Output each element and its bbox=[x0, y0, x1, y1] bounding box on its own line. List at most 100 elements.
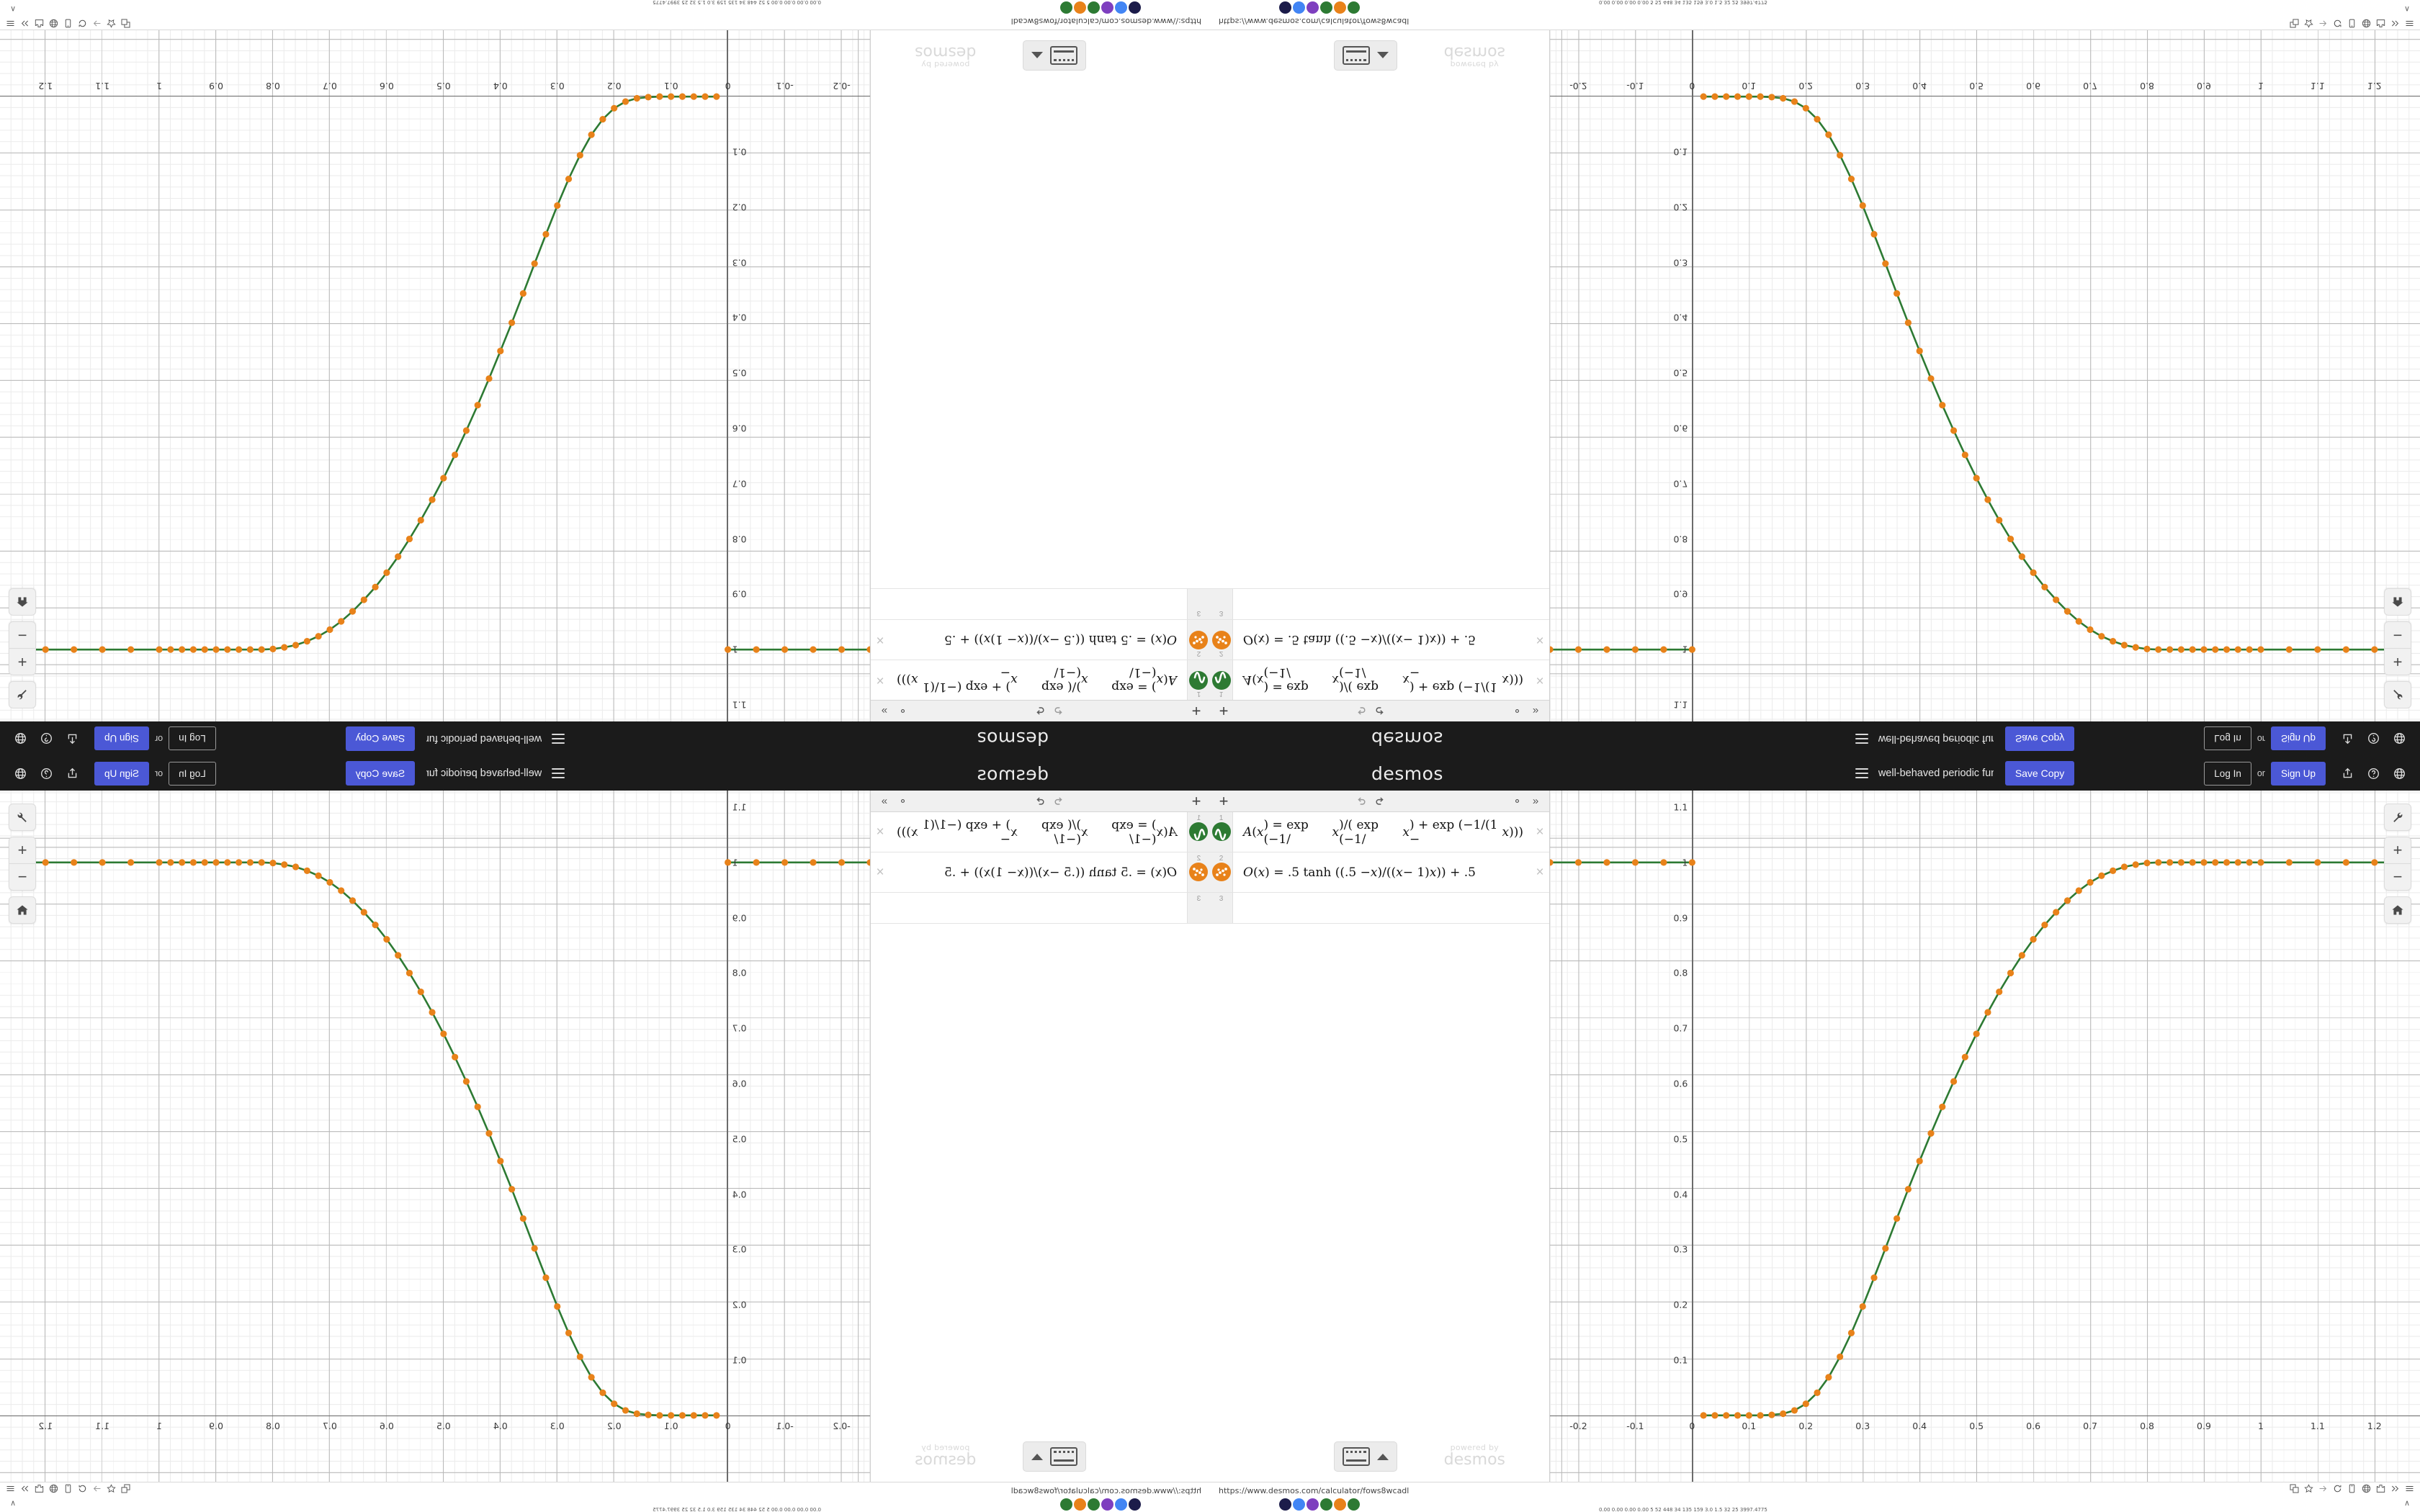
sign-up-button[interactable]: Sign Up bbox=[2270, 761, 2326, 786]
wrench-icon[interactable] bbox=[2384, 681, 2411, 708]
line-style-swatch-icon[interactable] bbox=[1189, 822, 1209, 841]
add-expression-button[interactable]: + bbox=[1219, 791, 1229, 810]
dotted-style-swatch-icon[interactable] bbox=[1211, 863, 1231, 881]
remove-expression-button[interactable] bbox=[871, 893, 889, 923]
reload-icon[interactable] bbox=[78, 19, 87, 28]
expression-latex[interactable]: O(x) = .5 tanh ((.5 − x)/((x − 1) x)) + .… bbox=[1243, 865, 1476, 880]
globe-icon[interactable] bbox=[2362, 19, 2371, 28]
graph-canvas[interactable]: -0.2 -0.1 0 0.1 0.2 0.3 0.4 0.5 0.6 0.7 0.8 0.9 1 1.1… bbox=[1550, 791, 2420, 1482]
dotted-style-swatch-icon[interactable] bbox=[1211, 631, 1231, 649]
remove-expression-button[interactable]: × bbox=[1536, 824, 1544, 840]
bookmark-favicon-icon[interactable] bbox=[1088, 1498, 1100, 1511]
translate-icon[interactable] bbox=[2290, 1484, 2299, 1493]
zoom-in-icon[interactable]: + bbox=[2384, 649, 2411, 675]
undo-icon[interactable] bbox=[1050, 793, 1069, 810]
bookmark-favicon-icon[interactable] bbox=[1307, 1, 1319, 14]
sign-up-button[interactable]: Sign Up bbox=[2270, 726, 2326, 751]
dotted-style-swatch-icon[interactable] bbox=[1189, 631, 1209, 649]
expression-latex[interactable] bbox=[1233, 893, 1531, 923]
forward-icon[interactable] bbox=[2318, 1484, 2328, 1493]
extension-icon[interactable] bbox=[2376, 19, 2385, 28]
keyboard-toggle-button[interactable] bbox=[1023, 40, 1086, 71]
redo-icon[interactable] bbox=[1031, 703, 1050, 720]
graph-settings-gear-icon[interactable] bbox=[1507, 793, 1526, 810]
reader-icon[interactable] bbox=[63, 1484, 73, 1493]
graph-settings-gear-icon[interactable] bbox=[1507, 703, 1526, 720]
remove-expression-button[interactable]: × bbox=[1536, 864, 1544, 880]
menu-icon[interactable] bbox=[2405, 1484, 2414, 1493]
bookmark-favicon-icon[interactable] bbox=[1348, 1498, 1360, 1511]
wrench-icon[interactable] bbox=[2384, 804, 2411, 831]
expression-latex[interactable] bbox=[889, 893, 1187, 923]
collapse-panel-button[interactable]: » bbox=[881, 705, 888, 717]
hamburger-menu-icon[interactable] bbox=[552, 768, 565, 778]
reader-icon[interactable] bbox=[63, 19, 73, 28]
graph-canvas[interactable]: -0.2 -0.1 0 0.1 0.2 0.3 0.4 0.5 0.6 0.7 0.8 0.9 1 1.1… bbox=[0, 791, 870, 1482]
bookmark-favicon-icon[interactable] bbox=[1334, 1, 1346, 14]
save-copy-button[interactable]: Save Copy bbox=[345, 761, 416, 786]
dotted-style-swatch-icon[interactable] bbox=[1189, 863, 1209, 881]
remove-expression-button[interactable]: × bbox=[1536, 632, 1544, 648]
language-globe-icon[interactable] bbox=[2390, 729, 2408, 748]
add-expression-button[interactable]: + bbox=[1191, 791, 1201, 810]
expression-row[interactable]: 1 A(x) = exp (−1/x)/( exp (−1/x) + exp (−… bbox=[871, 660, 1210, 700]
home-icon[interactable] bbox=[2384, 588, 2411, 616]
chevrons-icon[interactable] bbox=[2390, 1484, 2400, 1493]
wrench-icon[interactable] bbox=[9, 681, 36, 708]
zoom-out-icon[interactable]: − bbox=[9, 863, 36, 891]
redo-icon[interactable] bbox=[1371, 703, 1389, 720]
home-icon[interactable] bbox=[9, 588, 36, 616]
hamburger-menu-icon[interactable] bbox=[1855, 734, 1868, 744]
language-globe-icon[interactable] bbox=[12, 729, 30, 748]
bookmark-favicon-icon[interactable] bbox=[1115, 1498, 1127, 1511]
undo-icon[interactable] bbox=[1352, 703, 1371, 720]
sign-up-button[interactable]: Sign Up bbox=[94, 726, 150, 751]
desmos-logo[interactable]: desmos bbox=[977, 762, 1049, 784]
expression-row[interactable]: 1 A(x) = exp (−1/x)/( exp (−1/x) + exp (−… bbox=[871, 812, 1210, 852]
expression-latex[interactable]: O(x) = .5 tanh ((.5 − x)/((x − 1) x)) + .… bbox=[944, 865, 1177, 880]
expression-row[interactable]: 2 O(x) = .5 tanh ((.5 − x)/((x − 1) x)) + … bbox=[871, 852, 1210, 893]
bookmarks-bar[interactable] bbox=[1279, 1498, 1360, 1511]
bookmark-favicon-icon[interactable] bbox=[1074, 1, 1086, 14]
graph-settings-gear-icon[interactable] bbox=[894, 793, 913, 810]
add-expression-button[interactable]: + bbox=[1219, 702, 1229, 721]
remove-expression-button[interactable] bbox=[871, 589, 889, 619]
expression-latex[interactable]: A(x) = exp (−1/x)/( exp (−1/x) + exp (−1… bbox=[897, 817, 1177, 847]
desmos-logo[interactable]: desmos bbox=[1371, 762, 1443, 784]
extension-icon[interactable] bbox=[35, 1484, 44, 1493]
expression-row[interactable]: 3 bbox=[871, 893, 1210, 924]
keyboard-toggle-button[interactable] bbox=[1334, 40, 1397, 71]
bookmark-favicon-icon[interactable] bbox=[1129, 1498, 1141, 1511]
log-in-button[interactable]: Log In bbox=[169, 726, 216, 751]
language-globe-icon[interactable] bbox=[12, 764, 30, 783]
log-in-button[interactable]: Log In bbox=[169, 761, 216, 786]
graph-canvas[interactable]: -0.2 -0.1 0 0.1 0.2 0.3 0.4 0.5 0.6 0.7 0.8 0.9 1 1.1… bbox=[1550, 30, 2420, 721]
remove-expression-button[interactable] bbox=[1531, 893, 1549, 923]
reader-icon[interactable] bbox=[2347, 1484, 2357, 1493]
language-globe-icon[interactable] bbox=[2390, 764, 2408, 783]
collapse-panel-button[interactable]: » bbox=[881, 795, 888, 807]
help-icon[interactable] bbox=[2364, 729, 2383, 748]
home-icon[interactable] bbox=[2384, 896, 2411, 924]
keyboard-toggle-button[interactable] bbox=[1334, 1441, 1397, 1472]
bookmark-favicon-icon[interactable] bbox=[1060, 1, 1072, 14]
graph-title[interactable]: well-behaved periodic funct... bbox=[426, 733, 542, 744]
chevrons-icon[interactable] bbox=[20, 1484, 30, 1493]
bookmark-star-icon[interactable] bbox=[2304, 19, 2313, 28]
globe-icon[interactable] bbox=[49, 19, 58, 28]
help-icon[interactable] bbox=[2364, 764, 2383, 783]
remove-expression-button[interactable] bbox=[1531, 589, 1549, 619]
globe-icon[interactable] bbox=[2362, 1484, 2371, 1493]
bookmark-favicon-icon[interactable] bbox=[1334, 1498, 1346, 1511]
expression-row[interactable]: 2 O(x) = .5 tanh ((.5 − x)/((x − 1) x)) + … bbox=[871, 619, 1210, 660]
add-expression-button[interactable]: + bbox=[1191, 702, 1201, 721]
remove-expression-button[interactable]: × bbox=[1536, 672, 1544, 688]
home-icon[interactable] bbox=[9, 896, 36, 924]
bookmark-star-icon[interactable] bbox=[107, 1484, 116, 1493]
expression-row[interactable]: 2 O(x) = .5 tanh ((.5 − x)/((x − 1) x)) + … bbox=[1210, 852, 1549, 893]
forward-icon[interactable] bbox=[2318, 19, 2328, 28]
chevrons-icon[interactable] bbox=[20, 19, 30, 28]
help-icon[interactable] bbox=[37, 764, 56, 783]
remove-expression-button[interactable]: × bbox=[876, 632, 884, 648]
bookmark-favicon-icon[interactable] bbox=[1320, 1, 1332, 14]
